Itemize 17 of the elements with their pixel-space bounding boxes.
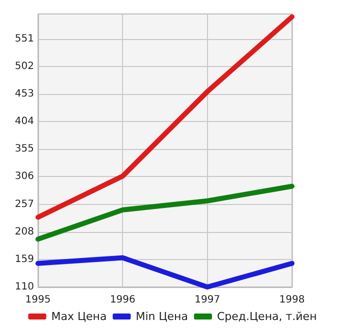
x-tick-label: 1998 [279, 294, 305, 306]
x-tick-label: 1997 [194, 294, 220, 306]
y-tick-label: 208 [14, 226, 34, 238]
y-tick-label: 404 [14, 116, 34, 128]
y-tick-label: 355 [14, 144, 34, 155]
y-tick-label: 110 [14, 282, 34, 292]
legend-label: Max Цена [51, 310, 107, 323]
y-tick-label: 453 [14, 88, 34, 100]
y-tick-label: 306 [14, 171, 34, 182]
y-tick-label: 159 [14, 254, 34, 265]
x-tick-label: 1995 [25, 294, 51, 306]
y-tick-label: 502 [14, 60, 34, 72]
y-tick-label: 257 [14, 198, 34, 210]
y-tick-label: 551 [14, 33, 34, 44]
x-tick-label: 1996 [110, 294, 136, 306]
legend-label: Сред.Цена, т.йен [216, 310, 317, 323]
legend-label: Min Цена [136, 310, 188, 323]
